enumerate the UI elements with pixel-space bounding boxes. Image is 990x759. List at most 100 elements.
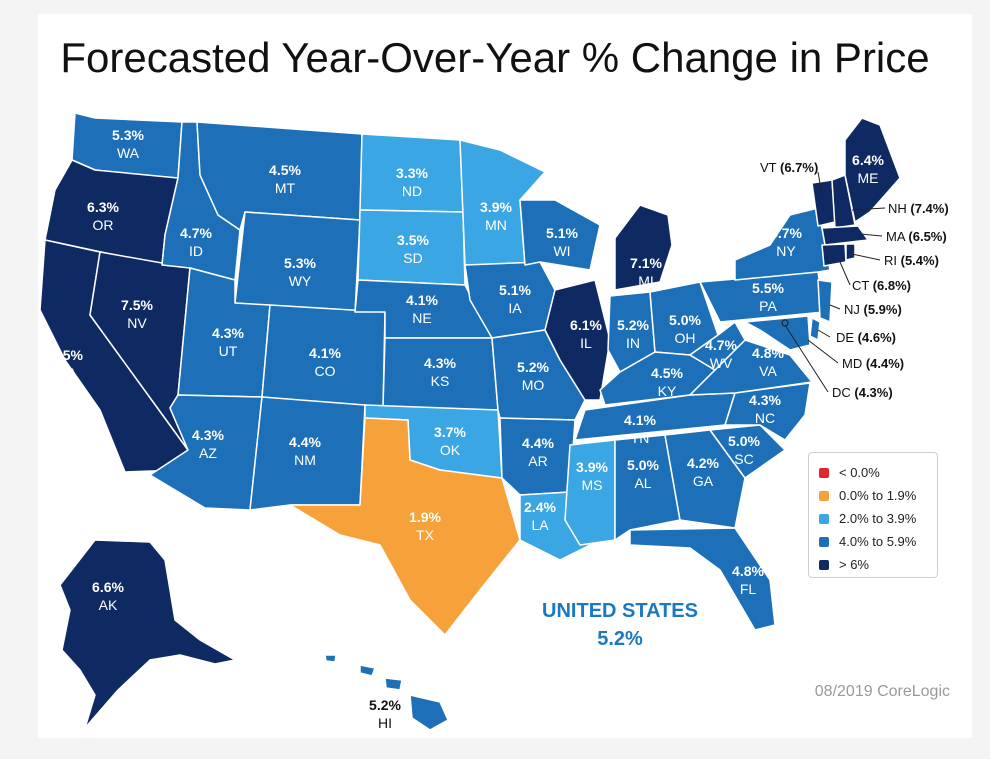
- state-abbr-ca: CA: [57, 365, 77, 381]
- state-IL[interactable]: [544, 279, 611, 401]
- callout-nh: NH (7.4%): [888, 201, 949, 216]
- state-abbr-nm: NM: [294, 452, 316, 468]
- state-abbr-tx: TX: [416, 527, 435, 543]
- dc-marker: [781, 319, 789, 327]
- state-value-ar: 4.4%: [522, 435, 554, 451]
- callout-nj: NJ (5.9%): [844, 302, 902, 317]
- state-value-tn: 4.1%: [624, 412, 656, 428]
- state-value-la: 2.4%: [524, 499, 556, 515]
- callout-ri: RI (5.4%): [884, 253, 939, 268]
- state-AL[interactable]: [614, 434, 681, 541]
- state-value-wv: 4.7%: [705, 337, 737, 353]
- state-abbr-va: VA: [759, 363, 777, 379]
- state-abbr-ms: MS: [582, 477, 603, 493]
- state-abbr-mn: MN: [485, 217, 507, 233]
- state-MI[interactable]: [614, 204, 673, 291]
- callout-value: (5.9%): [864, 302, 902, 317]
- state-abbr-la: LA: [531, 517, 549, 533]
- state-value-nc: 4.3%: [749, 392, 781, 408]
- callout-line-vt: [817, 171, 823, 196]
- callout-value: (6.8%): [873, 278, 911, 293]
- callout-name: DE: [836, 330, 858, 345]
- state-value-ks: 4.3%: [424, 355, 456, 371]
- state-value-tx: 1.9%: [409, 509, 441, 525]
- legend-item: 0.0% to 1.9%: [819, 484, 937, 507]
- state-abbr-tn: TN: [631, 430, 650, 446]
- state-abbr-sc: SC: [734, 451, 753, 467]
- state-value-il: 6.1%: [570, 317, 602, 333]
- legend-label: > 6%: [839, 557, 869, 572]
- state-abbr-co: CO: [315, 363, 336, 379]
- callout-name: DC: [832, 385, 854, 400]
- state-abbr-ne: NE: [412, 310, 431, 326]
- state-DE[interactable]: [809, 317, 821, 341]
- callout-value: (5.4%): [901, 253, 939, 268]
- state-abbr-ny: NY: [776, 243, 796, 259]
- state-WI[interactable]: [519, 199, 601, 271]
- state-value-mo: 5.2%: [517, 359, 549, 375]
- legend-item: > 6%: [819, 553, 937, 576]
- state-abbr-al: AL: [634, 475, 651, 491]
- state-FL[interactable]: [629, 527, 776, 631]
- state-abbr-me: ME: [858, 170, 879, 186]
- callout-line-md: [807, 339, 839, 364]
- legend-swatch: [819, 559, 829, 570]
- state-MS[interactable]: [564, 439, 616, 546]
- state-abbr-ga: GA: [693, 473, 714, 489]
- state-abbr-wy: WY: [289, 273, 312, 289]
- state-value-pa: 5.5%: [752, 280, 784, 296]
- state-abbr-ok: OK: [440, 442, 461, 458]
- state-abbr-pa: PA: [759, 298, 777, 314]
- state-HI-kauai[interactable]: [324, 654, 337, 663]
- state-value-va: 4.8%: [752, 345, 784, 361]
- state-abbr-ak: AK: [99, 597, 118, 613]
- state-SC[interactable]: [709, 424, 786, 479]
- state-value-ak: 6.6%: [92, 579, 124, 595]
- state-value-mn: 3.9%: [480, 199, 512, 215]
- legend-swatch: [819, 490, 829, 501]
- callout-name: VT: [760, 160, 780, 175]
- callout-name: RI: [884, 253, 901, 268]
- state-TX[interactable]: [289, 417, 521, 636]
- state-RI[interactable]: [845, 243, 856, 261]
- map-title: Forecasted Year-Over-Year % Change in Pr…: [60, 34, 930, 81]
- state-CT[interactable]: [821, 243, 847, 267]
- callout-value: (4.4%): [866, 356, 904, 371]
- state-HI-oahu[interactable]: [359, 664, 376, 677]
- state-HI-big[interactable]: [409, 694, 449, 731]
- state-MA[interactable]: [821, 225, 869, 246]
- state-GA[interactable]: [664, 429, 746, 529]
- state-abbr-wv: WV: [710, 355, 733, 371]
- national-label: UNITED STATES: [542, 600, 698, 622]
- state-abbr-az: AZ: [199, 445, 217, 461]
- state-abbr-ky: KY: [658, 383, 677, 399]
- callout-line-ri: [851, 253, 881, 261]
- state-value-nv: 7.5%: [121, 297, 153, 313]
- callout-md: MD (4.4%): [842, 356, 904, 371]
- state-value-sd: 3.5%: [397, 232, 429, 248]
- state-ME[interactable]: [844, 117, 901, 223]
- state-value-ca: 8.5%: [51, 347, 83, 363]
- state-abbr-sd: SD: [403, 250, 422, 266]
- state-AK[interactable]: [59, 539, 236, 729]
- state-NJ[interactable]: [817, 279, 833, 323]
- state-HI-maui[interactable]: [384, 677, 403, 691]
- callout-dc: DC (4.3%): [832, 385, 893, 400]
- state-NH[interactable]: [831, 174, 856, 229]
- state-value-az: 4.3%: [192, 427, 224, 443]
- legend-label: < 0.0%: [839, 465, 880, 480]
- callout-name: CT: [852, 278, 873, 293]
- state-value-fl: 4.8%: [732, 563, 764, 579]
- state-abbr-nd: ND: [402, 183, 422, 199]
- state-abbr-mt: MT: [275, 180, 296, 196]
- state-abbr-or: OR: [93, 217, 114, 233]
- state-value-sc: 5.0%: [728, 433, 760, 449]
- state-WV[interactable]: [689, 321, 746, 371]
- state-value-ga: 4.2%: [687, 455, 719, 471]
- state-value-oh: 5.0%: [669, 312, 701, 328]
- callout-value: (6.5%): [908, 229, 946, 244]
- callout-line-dc: [784, 324, 829, 393]
- state-abbr-hi: HI: [378, 715, 392, 731]
- callout-line-ct: [839, 261, 851, 286]
- state-value-ut: 4.3%: [212, 325, 244, 341]
